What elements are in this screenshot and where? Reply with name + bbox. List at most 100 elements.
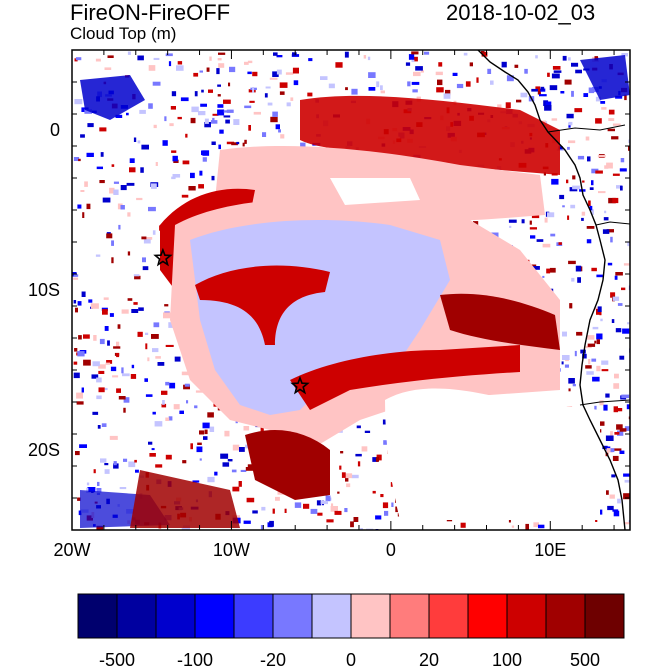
speckle-pixel <box>596 339 600 345</box>
speckle-pixel <box>135 469 139 473</box>
speckle-pixel <box>176 65 184 71</box>
speckle-pixel <box>294 502 302 508</box>
speckle-pixel <box>469 62 473 67</box>
speckle-pixel <box>163 312 171 319</box>
speckle-pixel <box>82 212 85 218</box>
speckle-pixel <box>613 406 618 413</box>
speckle-pixel <box>608 109 615 115</box>
speckle-pixel <box>612 296 620 301</box>
speckle-pixel <box>316 500 322 506</box>
speckle-pixel <box>193 72 199 77</box>
speckle-pixel <box>267 102 273 106</box>
country-border <box>595 221 630 226</box>
speckle-pixel <box>95 58 101 62</box>
speckle-pixel <box>98 364 106 369</box>
speckle-pixel <box>113 461 117 466</box>
speckle-pixel <box>594 405 597 411</box>
speckle-pixel <box>592 326 599 330</box>
speckle-pixel <box>547 212 555 218</box>
speckle-pixel <box>112 375 119 378</box>
speckle-pixel <box>244 105 252 109</box>
speckle-pixel <box>564 364 569 368</box>
speckle-pixel <box>211 175 215 181</box>
colorbar-label: 20 <box>419 650 439 667</box>
speckle-pixel <box>242 142 245 147</box>
speckle-pixel <box>420 70 424 73</box>
speckle-pixel <box>131 309 139 313</box>
speckle-pixel <box>596 421 605 426</box>
speckle-pixel <box>567 146 570 150</box>
speckle-pixel <box>452 72 458 76</box>
speckle-pixel <box>199 170 203 176</box>
speckle-pixel <box>330 506 338 512</box>
speckle-pixel <box>276 69 282 75</box>
speckle-pixel <box>361 446 368 452</box>
speckle-pixel <box>165 417 170 421</box>
speckle-pixel <box>99 338 105 345</box>
speckle-pixel <box>344 51 349 58</box>
speckle-pixel <box>116 353 120 358</box>
speckle-pixel <box>96 488 102 493</box>
speckle-pixel <box>292 67 299 74</box>
speckle-pixel <box>152 348 159 353</box>
speckle-pixel <box>220 453 229 459</box>
speckle-pixel <box>276 55 283 58</box>
speckle-pixel <box>137 140 141 144</box>
speckle-pixel <box>207 476 215 483</box>
speckle-pixel <box>100 152 104 157</box>
speckle-pixel <box>619 450 625 454</box>
speckle-pixel <box>162 400 165 405</box>
speckle-pixel <box>212 117 215 122</box>
speckle-pixel <box>168 416 173 421</box>
colorbar-swatch <box>467 593 508 639</box>
speckle-pixel <box>144 378 148 382</box>
speckle-pixel <box>107 55 114 58</box>
speckle-pixel <box>269 520 274 527</box>
speckle-pixel <box>209 426 215 432</box>
speckle-pixel <box>556 148 564 151</box>
speckle-pixel <box>203 436 208 440</box>
speckle-pixel <box>616 185 623 189</box>
speckle-pixel <box>113 189 119 195</box>
speckle-pixel <box>562 355 570 360</box>
speckle-pixel <box>111 257 114 264</box>
speckle-pixel <box>612 123 621 126</box>
speckle-pixel <box>376 81 380 88</box>
speckle-pixel <box>341 472 346 478</box>
speckle-pixel <box>617 303 623 306</box>
speckle-pixel <box>308 58 313 62</box>
speckle-pixel <box>487 68 492 74</box>
speckle-pixel <box>80 134 85 138</box>
speckle-pixel <box>597 155 606 158</box>
speckle-pixel <box>551 73 560 79</box>
speckle-pixel <box>120 185 127 191</box>
speckle-pixel <box>413 71 421 77</box>
speckle-pixel <box>101 423 107 427</box>
speckle-pixel <box>290 97 294 101</box>
speckle-pixel <box>184 383 190 387</box>
speckle-pixel <box>581 211 586 216</box>
speckle-pixel <box>599 400 604 406</box>
speckle-pixel <box>217 58 222 61</box>
speckle-pixel <box>202 157 207 162</box>
speckle-pixel <box>340 451 344 454</box>
speckle-pixel <box>408 54 415 60</box>
axis-ticks <box>71 49 630 531</box>
speckle-pixel <box>148 206 156 212</box>
speckle-pixel <box>612 455 619 461</box>
speckle-pixel <box>508 519 511 523</box>
speckle-pixel <box>139 109 146 114</box>
speckle-pixel <box>270 116 278 123</box>
speckle-pixel <box>129 167 136 173</box>
speckle-pixel <box>148 65 156 71</box>
speckle-pixel <box>109 435 118 440</box>
speckle-pixel <box>223 99 231 104</box>
speckle-pixel <box>529 227 537 230</box>
colorbar-swatch <box>428 593 469 639</box>
speckle-pixel <box>566 179 569 184</box>
speckle-pixel <box>363 55 367 59</box>
speckle-pixel <box>550 233 556 237</box>
speckle-pixel <box>121 367 124 374</box>
speckle-pixel <box>551 118 558 121</box>
speckle-pixel <box>580 349 586 354</box>
